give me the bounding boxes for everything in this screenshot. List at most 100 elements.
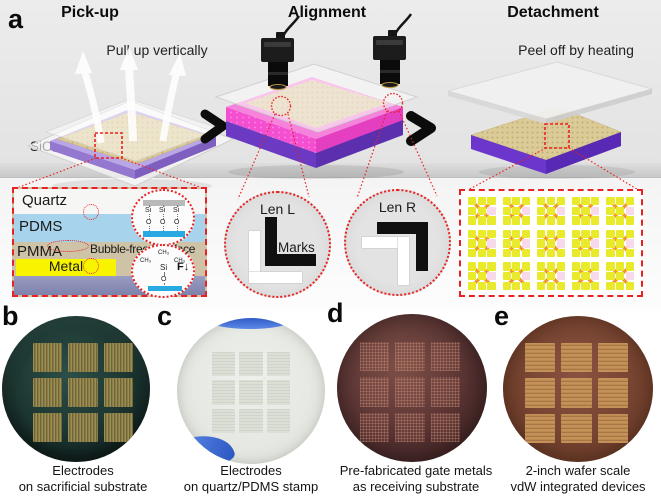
wafer-die — [103, 343, 133, 372]
wafer-die — [430, 342, 460, 372]
device-pad — [571, 229, 580, 238]
device-pad — [512, 262, 521, 271]
device-pad — [502, 206, 511, 215]
alignment-callout-circle-right — [382, 92, 404, 114]
device-pad — [546, 197, 556, 206]
device-pad — [591, 262, 600, 271]
device-pad — [502, 216, 511, 225]
device-pad — [521, 281, 531, 290]
device-pad — [556, 197, 565, 206]
device-pad — [477, 216, 486, 225]
wafer-die — [360, 342, 390, 372]
si-atom: Si — [160, 263, 168, 272]
wafer-die — [395, 377, 425, 407]
wafer-die — [561, 343, 592, 373]
device-cell — [571, 197, 600, 225]
wafer-die — [525, 413, 556, 443]
device-pad — [487, 206, 496, 215]
device-pad — [581, 249, 590, 258]
device-pad — [487, 197, 496, 206]
device-cell — [468, 197, 496, 225]
o-atom: O — [174, 219, 180, 226]
siloxane-bond-inset: Si Si Si O O O — [131, 189, 195, 246]
device-pad — [537, 239, 546, 248]
alignment-mark-white — [249, 231, 260, 283]
ch3-group: CH₃ — [158, 250, 170, 256]
device-pad — [591, 229, 600, 238]
device-pad — [606, 216, 615, 225]
wafer-die — [525, 378, 556, 408]
device-pad — [546, 281, 556, 290]
device-pad — [581, 229, 590, 238]
device-pad — [487, 239, 496, 248]
wafer-die — [266, 408, 290, 433]
device-pad — [502, 281, 511, 290]
alignment-mark-white — [398, 237, 409, 285]
device-pad — [606, 249, 615, 258]
detachment-note: Peel off by heating — [518, 42, 634, 58]
device-pad — [546, 262, 556, 271]
device-pad — [616, 272, 625, 281]
device-pad — [591, 239, 600, 248]
device-pad — [537, 229, 546, 238]
device-cell — [502, 262, 531, 290]
wafer-die — [239, 380, 263, 405]
arrow-next-icon — [406, 111, 436, 146]
device-pad — [606, 272, 615, 281]
device-cell — [606, 229, 634, 258]
device-pad — [512, 229, 521, 238]
wafer-die-grid — [525, 343, 628, 443]
device-pad — [537, 272, 546, 281]
o-atom: O — [146, 219, 152, 226]
device-pad — [571, 197, 580, 206]
wafer-die — [525, 343, 556, 373]
stage-title-detachment: Detachment — [507, 4, 599, 21]
wafer-die — [430, 377, 460, 407]
device-pad — [487, 262, 496, 271]
panel-label-e: e — [494, 301, 510, 331]
wafer-die — [212, 352, 236, 377]
si-atom: Si — [159, 207, 166, 214]
device-pad — [521, 197, 531, 206]
device-cell — [571, 229, 600, 258]
detachment-callout-box — [544, 123, 570, 149]
magnifier-origin-bottom-icon — [83, 258, 99, 274]
device-pad — [521, 272, 531, 281]
device-pad — [468, 272, 477, 281]
device-pad — [468, 229, 477, 238]
bond-line — [177, 205, 178, 231]
interface-bar — [143, 231, 185, 237]
device-pad — [625, 206, 634, 215]
lens-right-title: Len R — [378, 199, 417, 215]
device-cell — [468, 262, 496, 290]
device-pad — [625, 281, 634, 290]
wafer-die — [430, 412, 460, 442]
device-pad — [502, 239, 511, 248]
arrow-next-icon — [200, 109, 228, 144]
ch3-group: CH₃ — [140, 258, 152, 264]
stage-title-pickup: Pick-up — [61, 4, 119, 21]
camera-objective-icon — [261, 15, 301, 90]
wafer-die — [360, 377, 390, 407]
caption-line: on sacrificial substrate — [18, 478, 148, 494]
device-pad — [477, 206, 486, 215]
device-pad — [606, 197, 615, 206]
device-pad — [606, 206, 615, 215]
metal-label: Metal — [48, 258, 84, 274]
device-pad — [591, 206, 600, 215]
device-pad — [556, 262, 565, 271]
device-cell — [537, 262, 565, 290]
wafer-die — [103, 413, 133, 442]
wafer-die — [597, 378, 628, 408]
device-pad — [591, 216, 600, 225]
wafer-die — [597, 343, 628, 373]
alignment-mark-black — [416, 222, 428, 271]
device-pad — [512, 272, 521, 281]
device-pad — [502, 229, 511, 238]
bond-line — [149, 205, 150, 231]
device-pad — [556, 206, 565, 215]
device-pad — [616, 206, 625, 215]
device-pad — [546, 272, 556, 281]
device-cell — [537, 229, 565, 258]
device-pad — [571, 239, 580, 248]
